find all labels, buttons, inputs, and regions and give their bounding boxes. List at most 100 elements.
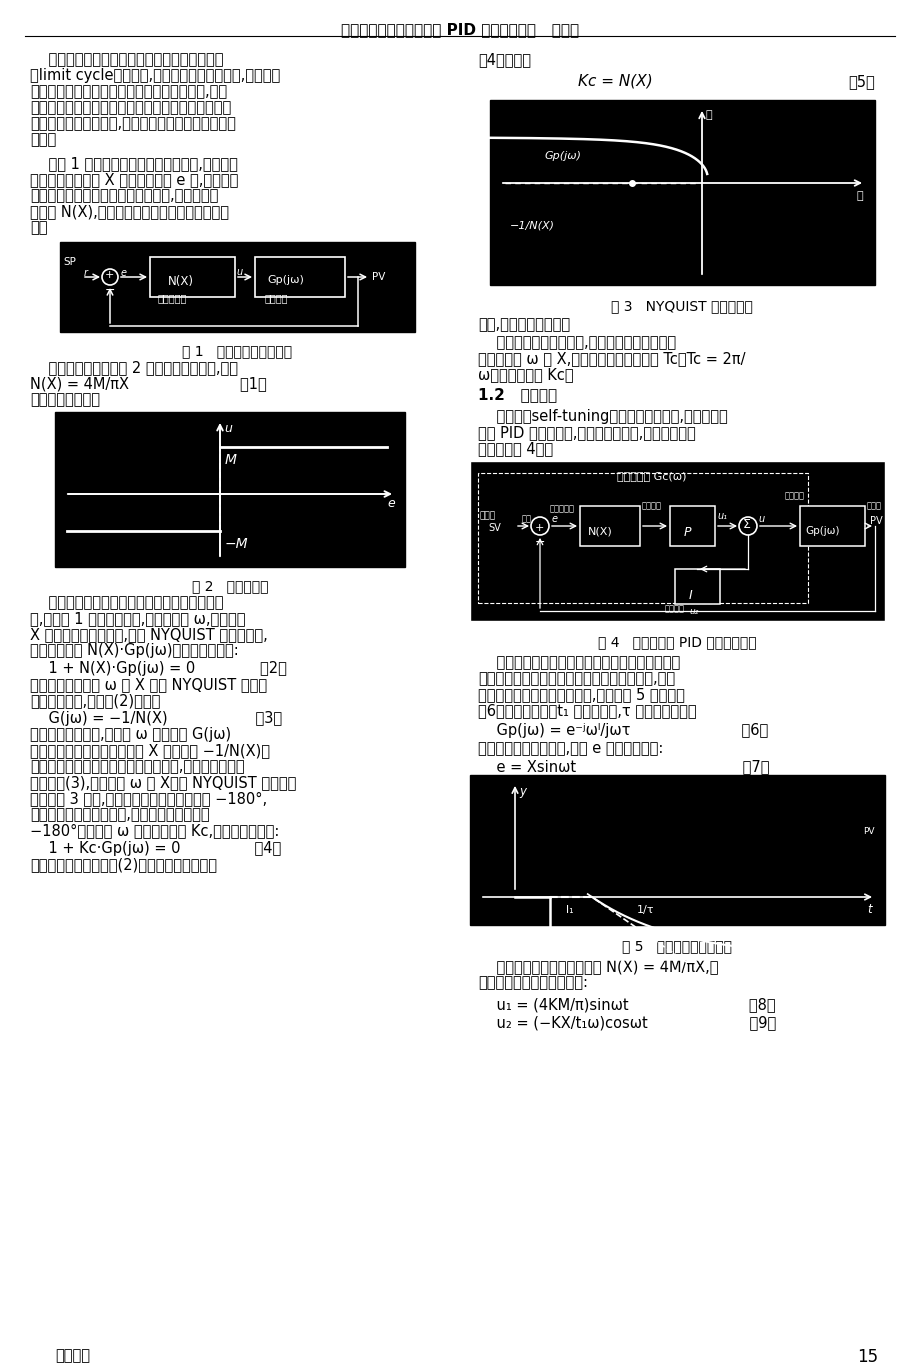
Text: 控制对象: 控制对象 — [265, 293, 289, 303]
Text: 万方数据: 万方数据 — [55, 1348, 90, 1363]
Bar — [55, 411, 404, 567]
Text: r: r — [84, 268, 88, 278]
Text: 可知,此时的频率相等。: 可知,此时的频率相等。 — [478, 317, 570, 332]
Text: 图 2   二位式动作: 图 2 二位式动作 — [191, 580, 268, 593]
Bar — [669, 506, 714, 545]
Text: 假设非线性要素为图 2 所示的二位式动作,则用: 假设非线性要素为图 2 所示的二位式动作,则用 — [30, 360, 238, 375]
Text: 自整定环节 Gc(ω): 自整定环节 Gc(ω) — [617, 472, 686, 481]
Text: 设定值: 设定值 — [480, 511, 495, 519]
Text: Gp(jω): Gp(jω) — [804, 526, 839, 536]
Text: e = Xsinωt                                    （7）: e = Xsinωt （7） — [478, 759, 768, 774]
Text: 偏差: 偏差 — [521, 514, 531, 524]
Text: u₁: u₁ — [716, 511, 726, 521]
Text: 比例作用: 比例作用 — [641, 500, 662, 510]
Text: I: I — [688, 589, 692, 601]
Text: 周期振荡的 ω 与 X,来求出想要求知的周期 Tc（Tc = 2π/: 周期振荡的 ω 与 X,来求出想要求知的周期 Tc（Tc = 2π/ — [478, 351, 744, 366]
Text: u₂: u₂ — [688, 607, 698, 617]
Text: l₁: l₁ — [565, 905, 573, 915]
Bar — [60, 242, 414, 332]
Text: 控制量: 控制量 — [866, 500, 881, 510]
Text: 于控制对象为一阶纯滞后构成的控制系统来说,在推: 于控制对象为一阶纯滞后构成的控制系统来说,在推 — [30, 83, 227, 98]
Text: （6）来加以近似（t₁ 为滞后时间,τ 为时间常数）。: （6）来加以近似（t₁ 为滞后时间,τ 为时间常数）。 — [478, 703, 696, 718]
Text: 1 + Kc·Gp(jω) = 0                （4）: 1 + Kc·Gp(jω) = 0 （4） — [30, 841, 281, 856]
Text: G(jω) = −1/N(X)                   （3）: G(jω) = −1/N(X) （3） — [30, 711, 282, 726]
Text: 断极限周期振荡的振幅、周期及推算控制对象的参数: 断极限周期振荡的振幅、周期及推算控制对象的参数 — [30, 100, 231, 115]
Text: 输出比 N(X),并将它称为该非线性要素的传递函: 输出比 N(X),并将它称为该非线性要素的传递函 — [30, 204, 229, 219]
Text: 闭环传递函数 N(X)·Gp(jω)则满足下述条件:: 闭环传递函数 N(X)·Gp(jω)则满足下述条件: — [30, 642, 239, 658]
Text: 改进型临界比例度法用于 PID 参数的自整定   周一军: 改进型临界比例度法用于 PID 参数的自整定 周一军 — [341, 22, 578, 37]
Bar — [579, 506, 640, 545]
Text: Kc = N(X): Kc = N(X) — [577, 74, 652, 89]
Text: 15: 15 — [857, 1348, 878, 1366]
Text: 数。: 数。 — [30, 220, 48, 235]
Text: u: u — [757, 514, 764, 524]
Text: u₁ = (4KM/π)sinωt                          （8）: u₁ = (4KM/π)sinωt （8） — [478, 997, 775, 1012]
Text: 变化（见图 4）。: 变化（见图 4）。 — [478, 442, 552, 457]
Text: 的,即在图 1 的闭环系统中,若存在频率 ω,输入振幅: 的,即在图 1 的闭环系统中,若存在频率 ω,输入振幅 — [30, 611, 245, 626]
Text: −: − — [105, 284, 116, 297]
Text: 图 5   控制对象的阶跃响应: 图 5 控制对象的阶跃响应 — [621, 939, 732, 953]
Text: 虚: 虚 — [705, 109, 712, 120]
Text: PV: PV — [869, 515, 881, 526]
Text: X 的极限周期振荡的话,根据 NYQUIST 频率特性法,: X 的极限周期振荡的话,根据 NYQUIST 频率特性法, — [30, 627, 267, 642]
Text: 由于非线性要素的传递函数 N(X) = 4M/πX,操: 由于非线性要素的传递函数 N(X) = 4M/πX,操 — [478, 960, 718, 975]
Text: SV: SV — [487, 524, 500, 533]
Text: e: e — [551, 514, 558, 524]
Bar — [800, 506, 864, 545]
Text: 比较极限周期振荡的式(2)与临界比例度法的式: 比较极限周期振荡的式(2)与临界比例度法的式 — [30, 857, 217, 872]
Text: N(X): N(X) — [168, 275, 194, 288]
Text: y: y — [518, 785, 526, 798]
Text: Gp(jω): Gp(jω) — [267, 275, 303, 284]
Text: 控制对象: 控制对象 — [784, 491, 804, 500]
Text: u: u — [223, 422, 232, 435]
Text: M: M — [225, 452, 237, 468]
Text: PV: PV — [371, 272, 385, 282]
Bar — [470, 775, 884, 925]
Text: u: u — [236, 267, 242, 278]
Text: 积分作用: 积分作用 — [664, 604, 685, 612]
Text: 可求得传递函数。: 可求得传递函数。 — [30, 392, 100, 407]
Text: Σ: Σ — [743, 518, 750, 530]
Text: Gp(jω) = e⁻ʲωˡ/jωτ                        （6）: Gp(jω) = e⁻ʲωˡ/jωτ （6） — [478, 723, 767, 738]
Text: +: + — [535, 524, 544, 533]
Text: 图 4   整定状态时 PID 调节器构成图: 图 4 整定状态时 PID 调节器构成图 — [597, 636, 755, 649]
Text: −: − — [535, 536, 545, 550]
Text: P: P — [683, 526, 691, 539]
Bar — [490, 100, 874, 284]
Text: 1 + N(X)·Gp(jω) = 0              （2）: 1 + N(X)·Gp(jω) = 0 （2） — [30, 662, 287, 677]
Text: 图 3   NYQUIST 频率特性图: 图 3 NYQUIST 频率特性图 — [610, 299, 752, 313]
Bar — [470, 461, 884, 621]
Text: Gp(jω): Gp(jω) — [544, 150, 582, 161]
Text: 下面将就这时的极限周期振荡的发生状况及自整: 下面将就这时的极限周期振荡的发生状况及自整 — [478, 655, 679, 670]
Text: 性要素输入振幅为 X 的正弦波信号 e 时,只取出输: 性要素输入振幅为 X 的正弦波信号 e 时,只取出输 — [30, 172, 238, 187]
Text: （滞后时间与时间常数,或临界增益与周期）方面非常: （滞后时间与时间常数,或临界增益与周期）方面非常 — [30, 116, 235, 131]
Text: ω）与临界增益 Kc。: ω）与临界增益 Kc。 — [478, 366, 573, 381]
Text: e: e — [387, 498, 394, 510]
Text: u₂ = (−KX/t₁ω)cosωt                      （9）: u₂ = (−KX/t₁ω)cosωt （9） — [478, 1016, 776, 1029]
Text: −M: −M — [225, 537, 248, 551]
Bar — [478, 473, 807, 603]
Text: 通的 PID 调节器结构,而在整定状态时,其结构则发生: 通的 PID 调节器结构,而在整定状态时,其结构则发生 — [478, 425, 695, 440]
Text: 由于满足此条件的 ω 与 X 是在 NYQUIST 频率特: 由于满足此条件的 ω 与 X 是在 NYQUIST 频率特 — [30, 677, 267, 692]
Text: 有效。: 有效。 — [30, 133, 56, 148]
Text: 对于前述的临界比例度法,若知控制对象相位为: 对于前述的临界比例度法,若知控制对象相位为 — [30, 807, 210, 822]
Text: PV: PV — [862, 827, 874, 837]
Text: 1.2   整定方式: 1.2 整定方式 — [478, 387, 557, 402]
Text: （limit cycle）振荡中,包含有系统特有的信息,尤其是对: （limit cycle）振荡中,包含有系统特有的信息,尤其是对 — [30, 68, 280, 83]
Text: 实: 实 — [857, 191, 863, 201]
Text: +: + — [105, 271, 114, 280]
Text: 为了在图上解解时,应将此 ω 为变量的 G(jω): 为了在图上解解时,应将此 ω 为变量的 G(jω) — [30, 727, 231, 742]
Text: 作量则可由下式来加以近似:: 作量则可由下式来加以近似: — [478, 975, 587, 990]
Text: 点满足式(3),故可定出 ω 和 X。该 NYQUIST 频率特性: 点满足式(3),故可定出 ω 和 X。该 NYQUIST 频率特性 — [30, 775, 296, 790]
Text: −180°时的频率 ω 与该时的增益 Kc,则其条件式如下:: −180°时的频率 ω 与该时的增益 Kc,则其条件式如下: — [30, 823, 279, 838]
Text: 图 1   非线性反馈控制系统: 图 1 非线性反馈控制系统 — [182, 344, 291, 358]
Bar — [255, 257, 345, 297]
Bar — [150, 257, 234, 297]
Text: 轨迹（振幅轨迹）用图表示出来。这时,由于两轨迹的交: 轨迹（振幅轨迹）用图表示出来。这时,由于两轨迹的交 — [30, 759, 244, 774]
Text: N(X): N(X) — [587, 526, 612, 536]
Text: 自整定（self-tuning）调节器在运行时,其结构为普: 自整定（self-tuning）调节器在运行时,其结构为普 — [478, 409, 727, 424]
Text: 定调节器所进行的观测与计算进行说明。这里,控制: 定调节器所进行的观测与计算进行说明。这里,控制 — [478, 671, 675, 686]
Text: （5）: （5） — [847, 74, 874, 89]
Text: （4），且设: （4），且设 — [478, 52, 530, 67]
Text: 传递函数法是按下述方式来推定极限周期振荡: 传递函数法是按下述方式来推定极限周期振荡 — [30, 595, 223, 610]
